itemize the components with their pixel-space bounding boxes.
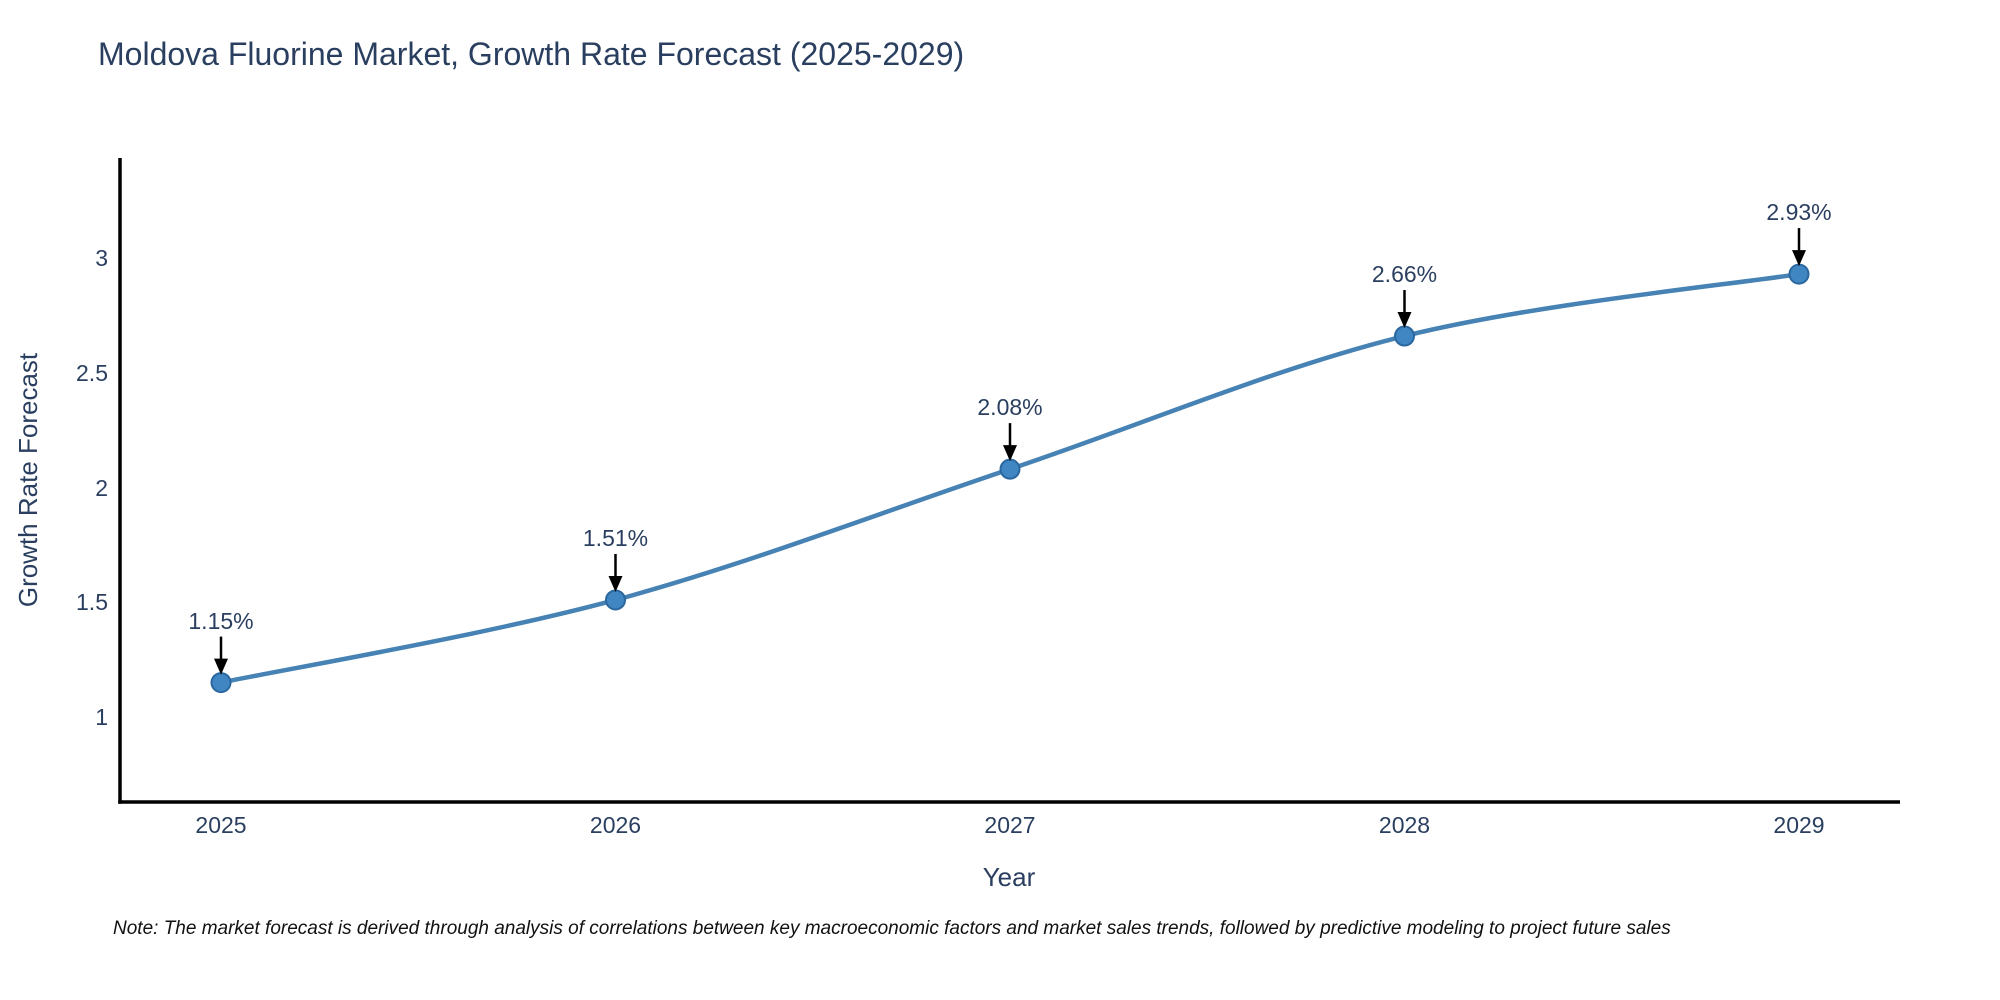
y-tick-label: 3 xyxy=(95,245,108,271)
y-tick-label: 2.5 xyxy=(76,359,108,386)
x-axis-title: Year xyxy=(982,862,1036,892)
data-point-marker xyxy=(605,589,626,611)
annotation-label: 2.93% xyxy=(1766,199,1832,226)
y-tick-label: 1 xyxy=(95,704,108,730)
x-tick-label: 2025 xyxy=(195,812,247,838)
x-tick-label: 2028 xyxy=(1378,812,1431,838)
annotation-label: 2.08% xyxy=(977,394,1043,421)
annotation-arrowhead xyxy=(214,658,228,675)
footnote: Note: The market forecast is derived thr… xyxy=(113,918,1671,939)
annotation-arrowhead xyxy=(1397,312,1412,329)
data-point-marker xyxy=(1788,263,1810,285)
annotation-label: 2.66% xyxy=(1371,261,1438,288)
data-point-marker xyxy=(210,672,232,694)
annotation-arrowhead xyxy=(1003,445,1017,462)
annotation-arrowhead xyxy=(1792,250,1806,267)
annotation-label: 1.15% xyxy=(188,607,254,634)
x-tick-label: 2026 xyxy=(589,812,642,838)
data-point-marker xyxy=(999,458,1021,480)
data-point-marker xyxy=(1394,325,1415,347)
chart-title: Moldova Fluorine Market, Growth Rate For… xyxy=(98,36,965,72)
x-tick-label: 2029 xyxy=(1773,812,1825,838)
x-tick-label: 2027 xyxy=(984,812,1036,838)
y-tick-label: 2 xyxy=(95,474,108,501)
annotation-arrowhead xyxy=(608,575,623,592)
annotation-label: 1.51% xyxy=(582,524,649,551)
y-tick-label: 1.5 xyxy=(76,589,108,616)
